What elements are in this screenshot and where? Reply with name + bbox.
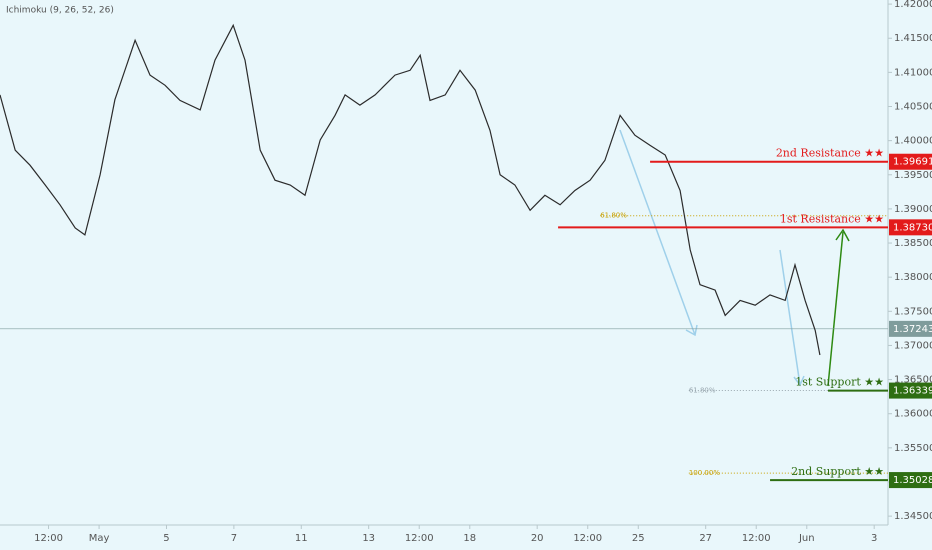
x-tick-label: May — [89, 533, 110, 544]
y-tick-label: 1.41000 — [894, 67, 932, 78]
price-tag — [889, 219, 932, 236]
y-tick-label: 1.36000 — [894, 409, 932, 420]
x-tick-label: 18 — [463, 533, 476, 544]
y-tick-label: 1.38500 — [894, 238, 932, 249]
price-tag — [889, 153, 932, 170]
x-tick-label: 5 — [163, 533, 169, 544]
price-tag-label: 1.38730 — [893, 222, 932, 233]
y-tick-label: 1.39500 — [894, 170, 932, 181]
y-tick-label: 1.37500 — [894, 306, 932, 317]
arrow — [619, 129, 696, 336]
price-tag-label: 1.36339 — [893, 386, 932, 397]
y-tick-label: 1.41500 — [894, 33, 932, 44]
y-tick-label: 1.38000 — [894, 272, 932, 283]
y-tick-label: 1.34500 — [894, 511, 932, 522]
x-tick-label: 12:00 — [742, 533, 771, 544]
x-tick-label: Jun — [798, 533, 815, 544]
price-axis — [888, 0, 932, 525]
x-tick-label: 12:00 — [405, 533, 434, 544]
arrow-head — [793, 375, 805, 387]
y-tick-label: 1.36500 — [894, 375, 932, 386]
x-tick-label: 25 — [632, 533, 645, 544]
projection-arrows — [619, 129, 850, 387]
x-tick-label: 27 — [699, 533, 712, 544]
x-tick-label: 20 — [531, 533, 544, 544]
x-tick-label: 3 — [871, 533, 877, 544]
y-tick-label: 1.37000 — [894, 340, 932, 351]
arrow-head — [685, 324, 698, 337]
fib-label: 100.00% — [689, 469, 720, 477]
price-tag-label: 1.35028 — [893, 475, 932, 486]
price-tag — [889, 472, 932, 489]
y-tick-label: 1.35500 — [894, 443, 932, 454]
y-tick-label: 1.39000 — [894, 204, 932, 215]
x-tick-label: 11 — [295, 533, 308, 544]
price-tag-label: 1.37243 — [893, 324, 932, 335]
y-tick-label: 1.40500 — [894, 102, 932, 113]
arrow — [779, 249, 801, 386]
arrow — [827, 231, 844, 387]
price-tag — [889, 320, 932, 337]
indicator-label: Ichimoku (9, 26, 52, 26) — [6, 6, 114, 16]
x-tick-label: 7 — [231, 533, 237, 544]
arrow-head — [835, 228, 850, 242]
fib-label: 61.80% — [689, 387, 716, 395]
y-tick-label: 1.40000 — [894, 136, 932, 147]
level-name: 1st Support ★★ — [795, 376, 884, 389]
y-tick-label: 1.42000 — [894, 0, 932, 10]
price-tag — [889, 382, 932, 399]
x-tick-label: 13 — [362, 533, 375, 544]
x-tick-label: 12:00 — [573, 533, 602, 544]
price-tag-label: 1.39691 — [893, 157, 932, 168]
fib-label: 61.80% — [600, 212, 627, 220]
level-name: 2nd Support ★★ — [791, 465, 884, 478]
price-line — [0, 23, 821, 356]
level-name: 2nd Resistance ★★ — [776, 147, 884, 160]
level-name: 1st Resistance ★★ — [780, 212, 884, 225]
x-tick-label: 12:00 — [34, 533, 63, 544]
